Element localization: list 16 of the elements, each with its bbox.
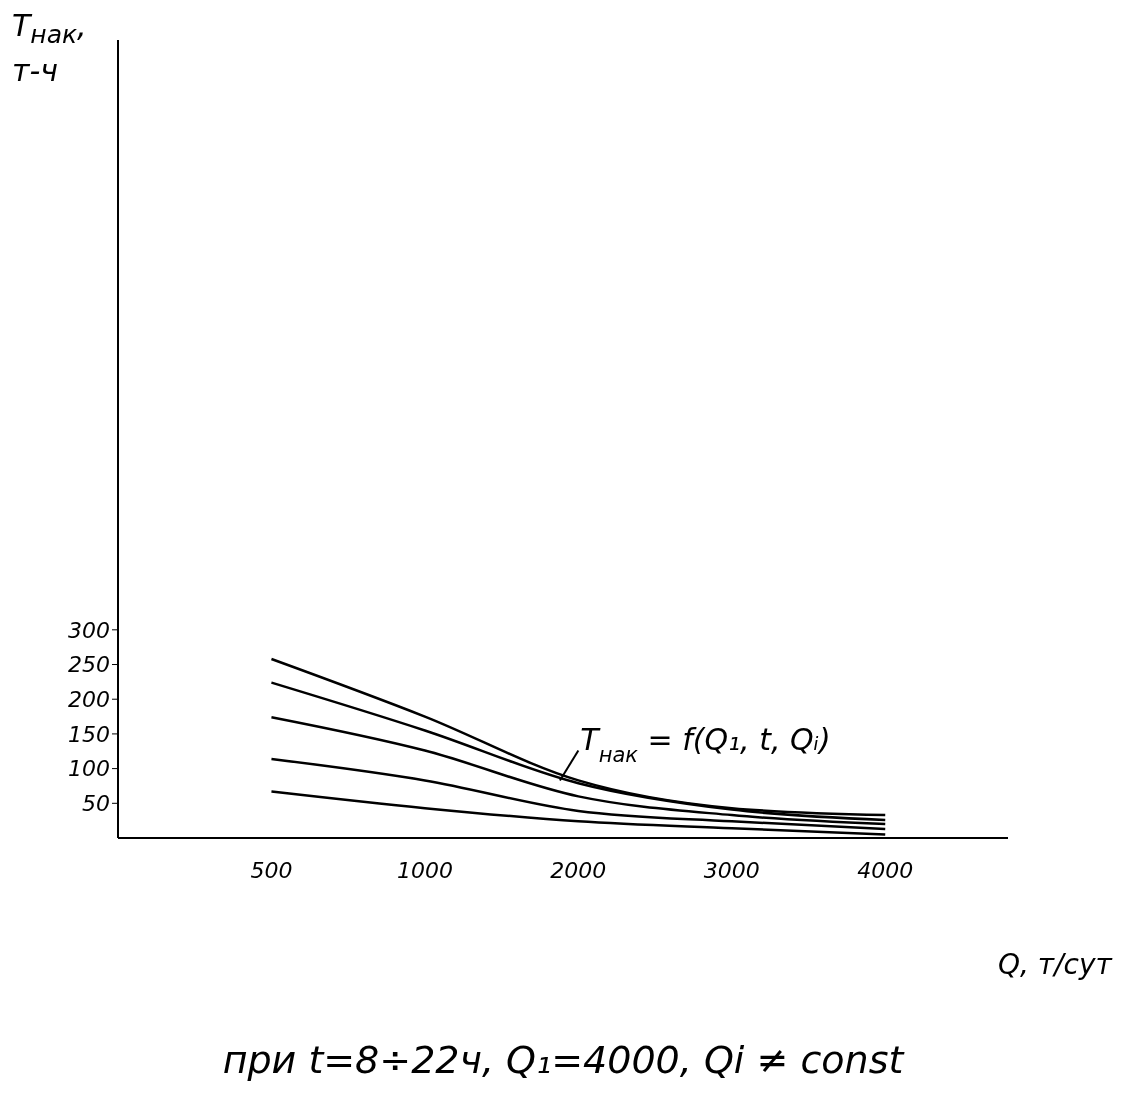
y-axis-title: T$_{нак}$, т-ч (12, 8, 87, 89)
annotation: T$_{нак}$ = f(Q₁, t, Qᵢ) (580, 721, 831, 767)
y-tick-label: 150 (68, 721, 110, 747)
y-tick-label: 250 (68, 652, 110, 678)
text: при t=8÷22ч, Q₁=4000, Qi ≠ const (221, 1038, 906, 1082)
x-tick-label: 1000 (396, 857, 453, 883)
line-series (270, 657, 887, 817)
x-tick-label: 3000 (703, 857, 760, 883)
y-tick-label: 300 (68, 617, 110, 643)
x-tick-label: 4000 (857, 857, 914, 883)
x-axis-title: Q, т/сут (998, 948, 1112, 981)
y-tick-label: 50 (82, 791, 110, 817)
y-tick-label: 100 (68, 756, 110, 782)
x-tick-label: 2000 (550, 857, 607, 883)
y-tick-label: 200 (68, 687, 110, 713)
x-tick-label: 500 (250, 857, 293, 883)
